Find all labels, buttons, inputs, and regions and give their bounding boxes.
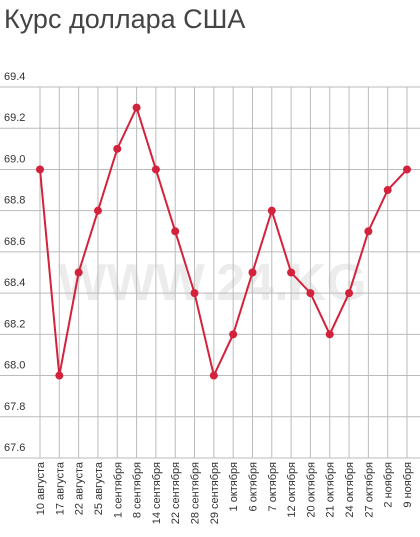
point xyxy=(171,227,180,236)
point xyxy=(325,330,334,339)
watermark: WWW.24.KG xyxy=(57,254,366,312)
x-tick-label: 14 сентября xyxy=(151,462,163,524)
x-tick-label: 24 октября xyxy=(344,462,356,518)
point xyxy=(248,268,257,277)
x-tick-label: 22 августа xyxy=(74,461,86,515)
x-tick-label: 8 сентября xyxy=(132,462,144,518)
y-tick-label: 68.8 xyxy=(4,195,25,207)
point xyxy=(345,289,354,298)
x-tick-label: 22 сентября xyxy=(170,462,182,524)
y-tick-label: 68.0 xyxy=(4,360,25,372)
x-tick-label: 1 сентября xyxy=(112,462,124,518)
y-tick-label: 68.6 xyxy=(4,236,25,248)
x-tick-label: 6 октября xyxy=(247,462,259,512)
x-tick-label: 20 октября xyxy=(305,462,317,518)
y-tick-label: 67.6 xyxy=(4,442,25,454)
point xyxy=(190,289,199,298)
chart-title: Курс доллара США xyxy=(4,4,245,34)
y-tick-label: 69.0 xyxy=(4,153,25,165)
point xyxy=(74,268,83,277)
point xyxy=(306,289,315,298)
x-tick-label: 29 сентября xyxy=(209,462,221,524)
x-tick-label: 2 ноября xyxy=(383,462,395,508)
x-tick-label: 9 ноября xyxy=(402,462,414,508)
x-tick-label: 12 октября xyxy=(286,462,298,518)
x-tick-label: 27 октября xyxy=(363,462,375,518)
x-tick-label: 10 августа xyxy=(35,461,47,515)
point xyxy=(55,371,64,380)
line xyxy=(39,104,408,379)
point xyxy=(229,330,238,339)
x-tick-label: 21 октября xyxy=(325,462,337,518)
point xyxy=(383,186,392,195)
point xyxy=(113,144,122,153)
x-tick-label: 25 августа xyxy=(93,461,105,515)
y-tick-label: 69.4 xyxy=(4,71,25,83)
x-tick-label: 17 августа xyxy=(54,461,66,515)
y-tick-label: 67.8 xyxy=(4,401,25,413)
point xyxy=(267,206,276,215)
y-tick-label: 68.2 xyxy=(4,318,25,330)
point xyxy=(364,227,373,236)
point xyxy=(403,165,411,174)
y-tick-label: 68.4 xyxy=(4,277,25,289)
x-tick-label: 7 октября xyxy=(267,462,279,512)
point xyxy=(287,268,296,277)
x-tick-label: 1 октября xyxy=(228,462,240,512)
y-tick-label: 69.2 xyxy=(4,112,25,124)
point xyxy=(36,165,44,174)
point xyxy=(93,206,102,215)
point xyxy=(151,165,160,174)
point xyxy=(209,371,218,380)
x-tick-label: 28 сентября xyxy=(190,462,202,524)
point xyxy=(132,103,141,112)
